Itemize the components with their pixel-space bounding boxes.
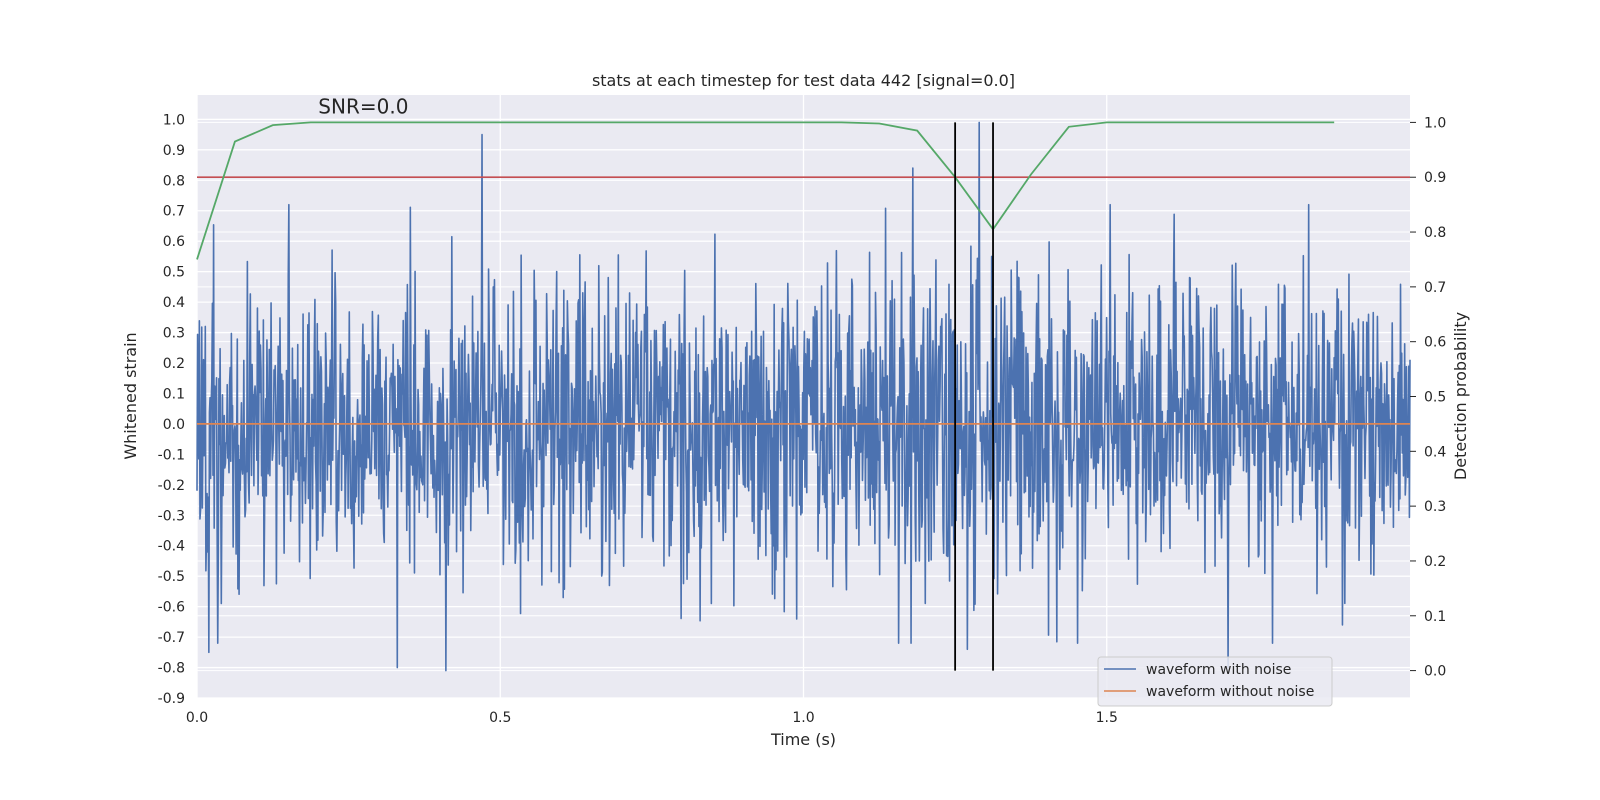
y-left-tick-label: 0.9 <box>163 143 185 159</box>
legend-box <box>1097 656 1333 707</box>
y-left-tick-label: 1.0 <box>163 112 185 128</box>
y-left-tick-label: 0.0 <box>163 417 185 433</box>
series-layer <box>196 121 1411 672</box>
y-left-tick-label: 0.3 <box>163 326 185 342</box>
x-tick-label: 1.0 <box>792 710 814 726</box>
y-left-tick-label: -0.3 <box>158 508 185 524</box>
y-left-tick-label: -0.5 <box>158 569 185 585</box>
y-right-tick-label: 0.2 <box>1424 554 1446 570</box>
y-left-tick-label: 0.6 <box>163 234 185 250</box>
y-axis-left-title: Whitened strain <box>121 332 140 459</box>
y-left-tick-label: -0.1 <box>158 447 185 463</box>
y-right-tick-label: 0.5 <box>1424 390 1446 406</box>
y-left-tick-label: -0.8 <box>158 661 185 677</box>
y-right-tick-label: 0.6 <box>1424 335 1446 351</box>
y-left-tick-label: 0.1 <box>163 386 185 402</box>
y-left-tick-label: -0.7 <box>158 630 185 646</box>
chart-title: stats at each timestep for test data 442… <box>592 71 1015 90</box>
legend: waveform with noise waveform without noi… <box>1097 656 1333 707</box>
y-right-tick-label: 0.1 <box>1424 609 1446 625</box>
y-left-tick-label: -0.6 <box>158 600 185 616</box>
y-right-tick-label: 0.4 <box>1424 444 1446 460</box>
legend-label-waveform-with-noise: waveform with noise <box>1146 662 1291 678</box>
y-right-tick-label: 0.7 <box>1424 280 1446 296</box>
y-right-tick-label: 1.0 <box>1424 115 1446 131</box>
x-tick-label: 0.5 <box>489 710 511 726</box>
x-axis-title: Time (s) <box>770 730 836 749</box>
legend-label-waveform-without-noise: waveform without noise <box>1146 684 1314 700</box>
y-right-tick-label: 0.9 <box>1424 170 1446 186</box>
y-axis-right-title: Detection probability <box>1451 312 1470 480</box>
y-right-tick-label: 0.8 <box>1424 225 1446 241</box>
snr-annotation: SNR=0.0 <box>318 94 408 118</box>
y-left-tick-label: 0.7 <box>163 204 185 220</box>
y-left-tick-label: 0.2 <box>163 356 185 372</box>
x-tick-label: 1.5 <box>1096 710 1118 726</box>
y-left-tick-label: -0.4 <box>158 539 185 555</box>
y-left-tick-label: -0.9 <box>158 691 185 707</box>
series-line-waveform-with-noise <box>196 121 1411 672</box>
x-tick-label: 0.0 <box>186 710 208 726</box>
tick-layer: 0.0 0.5 1.0 1.5 1.0 0.9 0.8 0.7 0.6 0.5 0.4 0.3 0.2 0… <box>158 112 1447 726</box>
series-line-detection-probability <box>196 121 1335 260</box>
y-left-tick-label: 0.5 <box>163 265 185 281</box>
y-right-tick-label: 0.0 <box>1424 664 1446 680</box>
y-right-tick-label: 0.3 <box>1424 499 1446 515</box>
y-left-tick-label: 0.8 <box>163 173 185 189</box>
y-left-tick-label: -0.2 <box>158 478 185 494</box>
y-left-tick-label: 0.4 <box>163 295 185 311</box>
